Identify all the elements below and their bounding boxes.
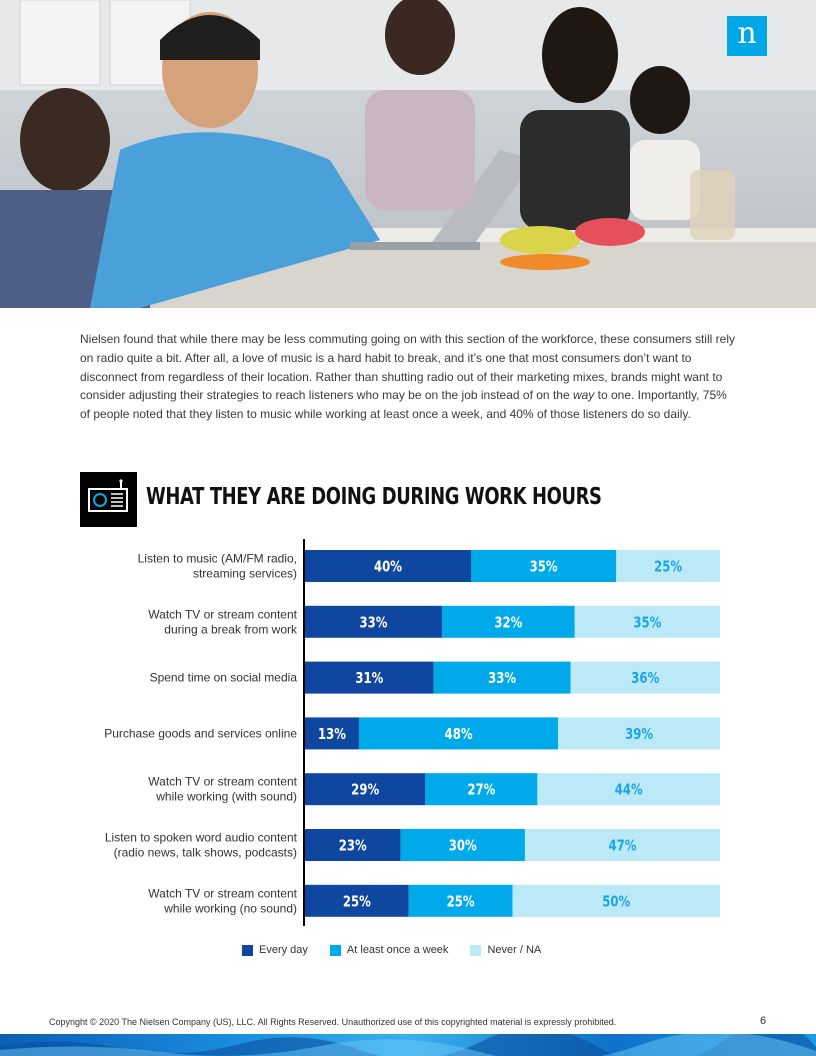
bar-value-label: 25% — [343, 894, 371, 911]
bar-value-label: 23% — [339, 838, 367, 855]
bar-value-label: 33% — [488, 671, 516, 688]
bar-segment — [305, 550, 471, 582]
legend-item-every-day: Every day — [242, 944, 308, 956]
bar-segment — [616, 550, 720, 582]
page-number: 6 — [760, 1015, 767, 1027]
bar-value-label: 36% — [631, 671, 659, 688]
bar-segment — [433, 661, 571, 694]
bar-segment — [305, 717, 359, 750]
category-label: Watch TV or stream content while working … — [148, 886, 297, 915]
legend-swatch-every-day — [242, 944, 253, 956]
category-label: Spend time on social media — [150, 671, 298, 685]
bar-value-label: 50% — [602, 894, 630, 911]
legend-item-never: Never / NA — [470, 944, 541, 956]
bar-segment — [305, 884, 409, 917]
logo-letter: n — [737, 16, 757, 51]
bar-value-label: 25% — [654, 559, 682, 576]
category-label: Watch TV or stream content while working … — [148, 775, 297, 804]
bar-value-label: 30% — [449, 838, 477, 855]
category-label: Watch TV or stream content during a break… — [148, 607, 298, 636]
bar-segment — [570, 661, 720, 694]
bar-value-label: 35% — [530, 559, 558, 576]
nielsen-logo: n — [727, 16, 767, 56]
bar-segment — [358, 717, 559, 750]
radio-icon — [80, 472, 137, 527]
category-label: Listen to spoken word audio content (radi… — [105, 831, 298, 860]
bar-segment — [524, 829, 720, 861]
legend-item-weekly: At least once a week — [329, 944, 449, 956]
chart-legend: Every day At least once a week Never / N… — [242, 944, 541, 956]
hero-photo: n — [0, 0, 816, 308]
bar-value-label: 48% — [445, 727, 473, 744]
bar-segment — [425, 773, 538, 806]
intro-paragraph: Nielsen found that while there may be le… — [80, 330, 740, 424]
intro-emphasis: way — [572, 388, 595, 403]
bar-segment — [305, 661, 434, 694]
bar-segment — [512, 884, 720, 917]
legend-label-every-day: Every day — [259, 944, 308, 956]
bar-value-label: 13% — [318, 727, 346, 744]
bar-segment — [305, 829, 401, 861]
intro-text-1: Nielsen found that while there may be le… — [80, 332, 735, 403]
section-title: WHAT THEY ARE DOING DURING WORK HOURS — [146, 484, 602, 510]
legend-label-never: Never / NA — [487, 944, 542, 956]
bar-value-label: 29% — [351, 782, 379, 799]
bar-segment — [471, 550, 617, 582]
bar-value-label: 33% — [359, 615, 387, 632]
bar-segment — [305, 605, 442, 638]
bar-value-label: 35% — [633, 615, 661, 632]
bar-value-label: 40% — [374, 559, 402, 576]
bar-segment — [441, 605, 575, 638]
bar-segment — [574, 605, 720, 638]
bar-segment — [408, 884, 513, 917]
legend-swatch-weekly — [329, 944, 341, 956]
bar-value-label: 39% — [625, 727, 653, 744]
bar-value-label: 47% — [608, 838, 636, 855]
bar-segment — [537, 773, 720, 806]
bar-segment — [305, 773, 426, 806]
bar-value-label: 27% — [467, 782, 495, 799]
bar-value-label: 32% — [494, 615, 522, 632]
legend-label-weekly: At least once a week — [346, 944, 449, 956]
intro-text-2: to one. Importantly, 75% of people noted… — [80, 388, 727, 422]
footer-decorative-band — [0, 1034, 816, 1056]
bar-segment — [558, 717, 720, 750]
bar-value-label: 44% — [615, 782, 643, 799]
legend-swatch-never — [470, 944, 482, 956]
bar-value-label: 31% — [355, 671, 383, 688]
bar-segment — [400, 829, 525, 861]
category-label: Purchase goods and services online — [104, 726, 297, 740]
category-label: Listen to music (AM/FM radio, streaming s… — [138, 552, 297, 581]
bar-value-label: 25% — [447, 894, 475, 911]
family-kitchen-illustration — [0, 0, 816, 308]
copyright-notice: Copyright © 2020 The Nielsen Company (US… — [49, 1017, 617, 1027]
